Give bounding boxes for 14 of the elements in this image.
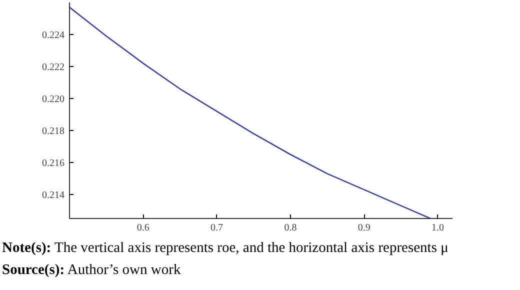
y-tick-label: 0.214 (42, 190, 64, 201)
x-tick-label: 0.8 (284, 222, 297, 234)
y-tick-label: 0.220 (42, 94, 64, 105)
text: Note(s): The vertical axis represents roe, and the horizontal axis represents μ (2, 239, 448, 258)
y-tick-label: 0.222 (42, 62, 64, 73)
x-tick-label: 1.0 (432, 222, 444, 234)
x-tick-label: 0.7 (210, 222, 224, 234)
line-series (70, 6, 432, 218)
x-tick-label: 0.9 (358, 222, 370, 234)
source-note: Source(s): Author’s own work (2, 261, 181, 280)
y-tick-label: 0.224 (42, 30, 64, 41)
y-tick-label: 0.216 (42, 158, 64, 169)
x-tick-label: 0.6 (136, 222, 150, 234)
y-tick-label: 0.218 (42, 126, 64, 137)
